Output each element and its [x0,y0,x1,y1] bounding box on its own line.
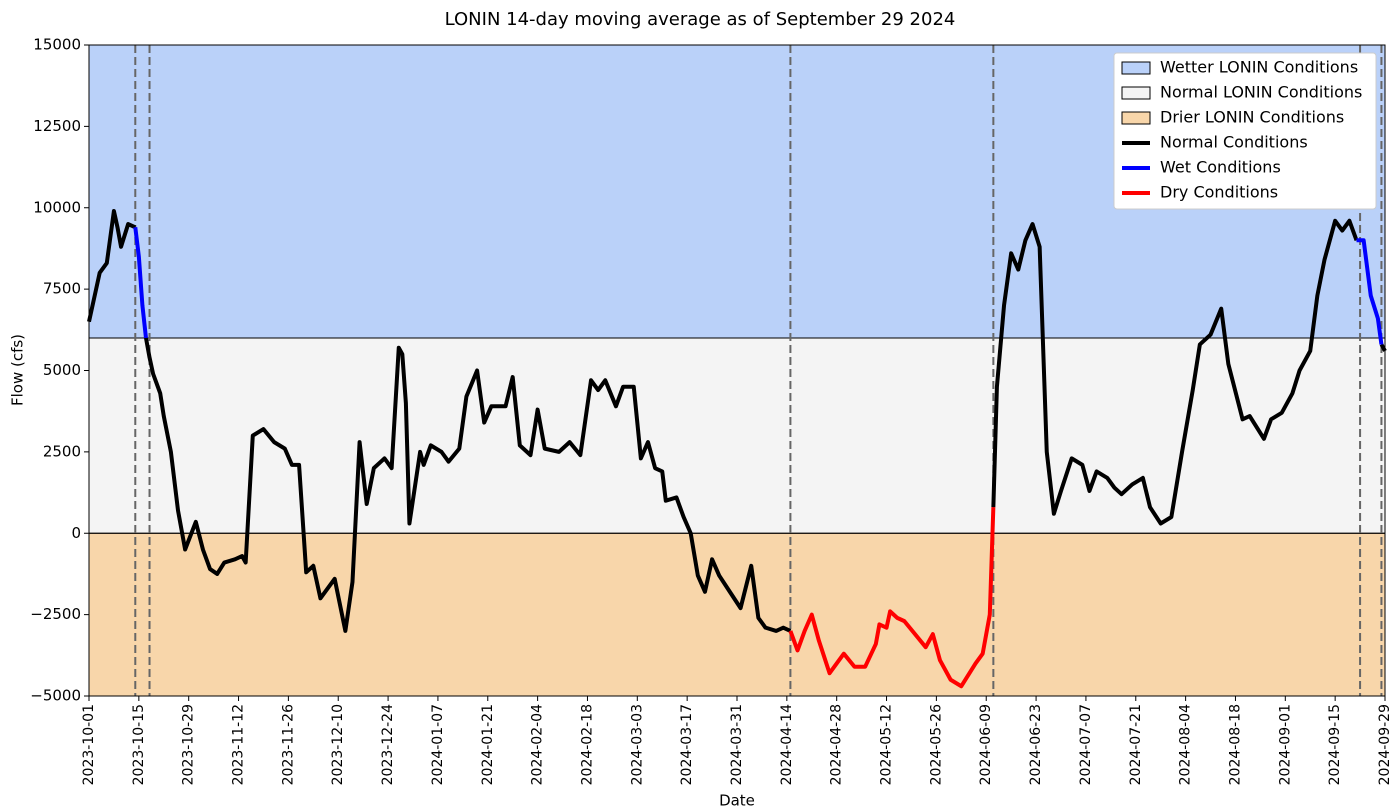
x-tick-label: 2024-04-14 [779,704,795,785]
x-tick-label: 2024-06-23 [1028,704,1044,785]
y-tick-label: 10000 [33,198,81,216]
series-line [788,507,996,689]
legend-label: Wet Conditions [1160,158,1281,177]
x-tick-label: 2024-08-18 [1227,704,1243,785]
x-tick-label: 2024-03-17 [679,704,695,785]
x-tick-label: 2024-03-31 [729,704,745,785]
x-tick-label: 2024-02-04 [530,704,546,785]
x-tick-label: 2024-08-04 [1178,704,1194,785]
y-axis-label: Flow (cfs) [9,334,27,406]
legend-swatch [1121,61,1151,75]
x-tick-label: 2024-01-21 [480,704,496,785]
y-tick-label: 12500 [33,117,81,135]
chart-title: LONIN 14-day moving average as of Septem… [445,9,956,30]
x-tick-label: 2024-09-15 [1327,704,1343,785]
legend-box [1113,52,1377,210]
legend-label: Normal LONIN Conditions [1160,83,1362,102]
x-tick-label: 2024-02-18 [579,704,595,785]
x-axis-label: Date [719,792,755,809]
condition-band [89,533,1385,696]
x-tick-label: 2023-12-10 [330,704,346,785]
x-tick-label: 2024-05-12 [879,704,895,785]
y-tick-label: −2500 [30,605,81,623]
x-tick-label: 2024-03-03 [629,704,645,785]
y-tick-label: 7500 [43,280,81,298]
condition-band [89,337,1385,534]
y-tick-label: 15000 [33,36,81,54]
x-tick-label: 2023-11-26 [280,704,296,785]
x-tick-label: 2023-12-24 [380,704,396,785]
legend-label: Dry Conditions [1160,183,1278,202]
legend-label: Normal Conditions [1160,133,1308,152]
series-line [133,227,1384,345]
x-tick-label: 2023-11-12 [231,704,247,785]
y-tick-label: 5000 [43,361,81,379]
x-tick-label: 2024-07-07 [1078,704,1094,785]
x-tick-label: 2024-07-21 [1128,704,1144,785]
x-tick-label: 2024-09-01 [1277,704,1293,785]
legend-swatch [1121,111,1151,125]
y-tick-label: −5000 [30,687,81,705]
x-tick-label: 2024-05-26 [928,704,944,785]
x-tick-label: 2024-06-09 [978,704,994,785]
x-tick-label: 2023-10-29 [181,704,197,785]
x-tick-label: 2024-01-07 [430,704,446,785]
x-tick-label: 2024-09-29 [1377,704,1393,785]
x-tick-label: 2023-10-15 [131,704,147,785]
x-tick-label: 2024-04-28 [829,704,845,785]
y-tick-label: 2500 [43,442,81,460]
legend-swatch [1121,86,1151,100]
y-tick-label: 0 [71,524,81,542]
x-tick-label: 2023-10-01 [81,704,97,785]
legend-label: Wetter LONIN Conditions [1160,58,1358,77]
series-line [87,209,1387,633]
legend-label: Drier LONIN Conditions [1160,108,1344,127]
